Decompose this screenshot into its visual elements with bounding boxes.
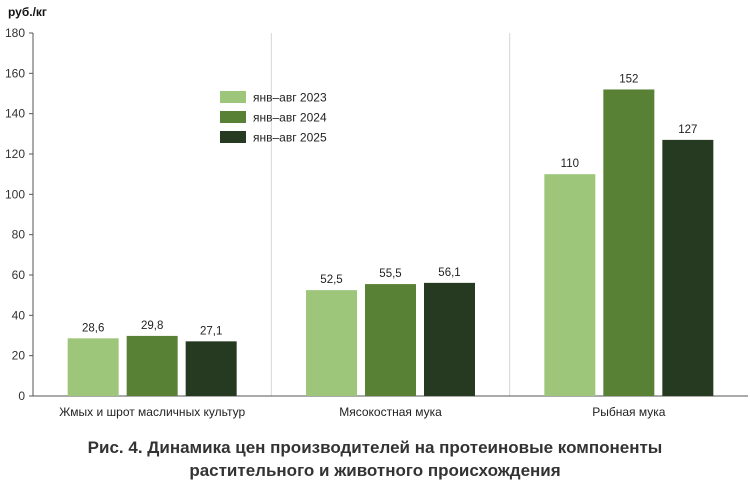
data-label: 29,8 (141, 320, 163, 332)
legend-label: янв–авг 2024 (253, 111, 327, 125)
y-tick-label: 80 (12, 228, 26, 242)
bar (306, 290, 357, 396)
x-category-label: Рыбная мука (592, 405, 666, 419)
data-label: 52,5 (320, 274, 342, 286)
bar (544, 174, 596, 396)
y-tick-label: 180 (5, 26, 25, 40)
legend-swatch (220, 131, 246, 143)
bar (424, 282, 475, 396)
y-tick-label: 60 (12, 268, 26, 282)
y-tick-label: 0 (18, 389, 25, 403)
legend-label: янв–авг 2025 (253, 131, 327, 145)
figure-caption: Рис. 4. Динамика цен производителей на п… (0, 436, 750, 482)
bar-chart-svg: руб./кг 0 20 40 60 80 100 120 140 160 180 28,6 29,8 2… (5, 5, 748, 419)
bar (365, 284, 416, 396)
y-tick-label: 120 (5, 147, 25, 161)
bar (67, 338, 119, 396)
y-tick-label: 160 (5, 66, 25, 80)
caption-line-1: Рис. 4. Динамика цен производителей на п… (87, 438, 663, 457)
data-label: 110 (561, 158, 579, 170)
data-label: 27,1 (200, 325, 222, 337)
data-label: 127 (678, 124, 697, 136)
data-label: 28,6 (82, 322, 104, 334)
bar (126, 335, 178, 396)
data-label: 56,1 (438, 267, 460, 279)
legend-label: янв–авг 2023 (253, 91, 327, 105)
y-tick-label: 20 (12, 349, 26, 363)
x-category-label: Жмых и шрот масличных культур (59, 405, 245, 419)
y-tick-label: 140 (5, 107, 25, 121)
caption-line-2: растительного и животного происхождения (189, 461, 561, 480)
chart: руб./кг 0 20 40 60 80 100 120 140 160 180 28,6 29,8 2… (5, 5, 748, 419)
data-label: 152 (619, 73, 638, 85)
y-tick-label: 40 (12, 308, 26, 322)
y-axis-unit-label: руб./кг (8, 5, 47, 19)
bar (662, 139, 714, 396)
data-label: 55,5 (379, 268, 401, 280)
bar (603, 89, 655, 396)
legend-swatch (220, 91, 246, 103)
bar (185, 341, 237, 396)
x-category-label: Мясокостная мука (339, 405, 442, 419)
y-tick-label: 100 (5, 187, 25, 201)
legend-swatch (220, 111, 246, 123)
